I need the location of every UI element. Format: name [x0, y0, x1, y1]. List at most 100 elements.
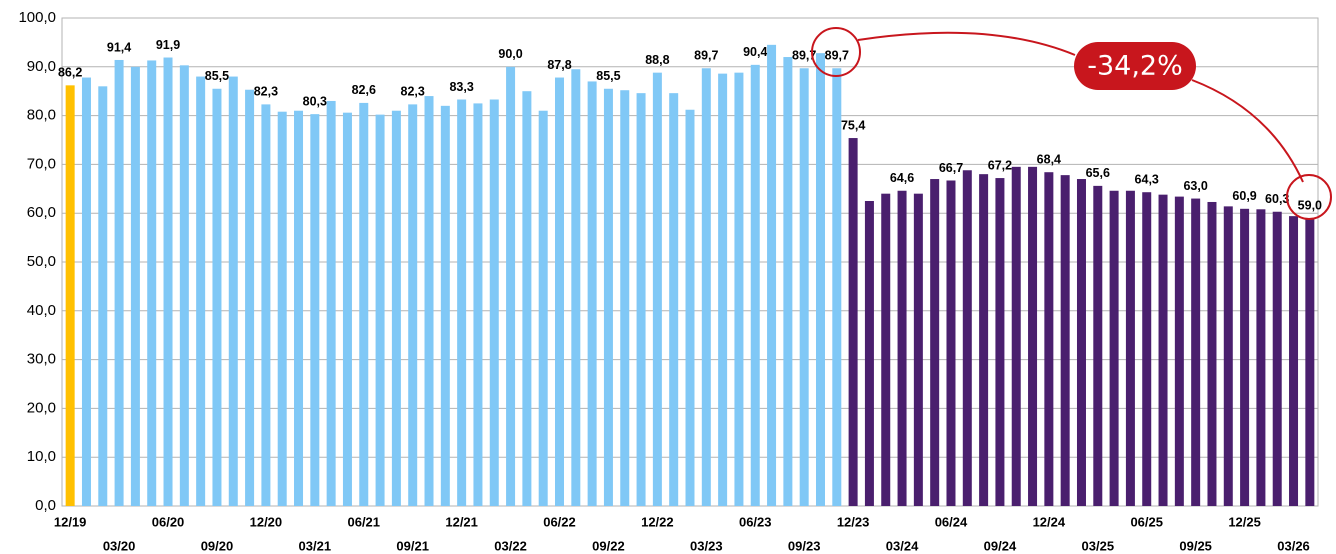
- bar: [261, 104, 271, 506]
- bar: [669, 93, 679, 506]
- data-label: 66,7: [939, 161, 963, 175]
- bar: [799, 68, 809, 506]
- bar: [815, 53, 825, 507]
- x-tick-label: 12/25: [1228, 514, 1261, 529]
- data-label: 60,9: [1232, 189, 1256, 203]
- bar: [1011, 166, 1021, 506]
- data-label: 85,5: [205, 69, 229, 83]
- bar: [538, 110, 548, 506]
- bar: [1272, 211, 1282, 506]
- bar: [359, 102, 369, 507]
- annotation-text: -34,2%: [1087, 51, 1183, 82]
- bar: [979, 174, 989, 506]
- bar: [326, 100, 336, 507]
- x-tick-label: 06/20: [152, 514, 185, 529]
- data-label: 89,7: [694, 49, 718, 63]
- bar: [196, 76, 206, 506]
- bar: [1240, 208, 1250, 507]
- x-tick-label: 03/21: [299, 538, 332, 553]
- bar: [571, 69, 581, 507]
- bar: [995, 178, 1005, 506]
- bar: [652, 72, 662, 506]
- bar: [1093, 185, 1103, 506]
- bar: [81, 77, 91, 506]
- bar: [1044, 172, 1054, 506]
- bar: [506, 66, 516, 507]
- x-tick-label: 12/24: [1033, 514, 1066, 529]
- bar: [848, 138, 858, 506]
- bar: [179, 65, 189, 506]
- bar: [212, 88, 222, 506]
- bar: [555, 77, 565, 506]
- data-label: 85,5: [596, 69, 620, 83]
- data-label: 86,2: [58, 66, 82, 80]
- bar: [457, 99, 467, 506]
- bar: [294, 110, 304, 506]
- bar: [636, 93, 646, 506]
- bar: [65, 85, 75, 507]
- data-label: 59,0: [1298, 198, 1322, 212]
- bar: [391, 110, 401, 506]
- x-tick-label: 09/24: [984, 538, 1017, 553]
- bar: [930, 179, 940, 507]
- x-tick-label: 12/22: [641, 514, 674, 529]
- data-label: 91,4: [107, 40, 131, 54]
- annotation-connector: [857, 31, 1076, 56]
- y-tick-label: 60,0: [27, 204, 56, 221]
- bar: [228, 76, 238, 506]
- data-label: 89,7: [825, 49, 849, 63]
- x-tick-label: 03/24: [886, 538, 919, 553]
- bar: [750, 64, 760, 507]
- data-label: 68,4: [1037, 153, 1061, 167]
- data-label: 87,8: [547, 58, 571, 72]
- bar: [310, 114, 320, 507]
- bar: [1158, 194, 1168, 506]
- y-tick-label: 30,0: [27, 351, 56, 368]
- bar: [1076, 179, 1086, 507]
- x-tick-label: 09/21: [396, 538, 429, 553]
- data-label: 83,3: [449, 80, 473, 94]
- bar: [718, 73, 728, 506]
- x-tick-label: 06/22: [543, 514, 576, 529]
- bar: [1207, 201, 1217, 506]
- x-tick-label: 12/19: [54, 514, 87, 529]
- x-tick-label: 03/23: [690, 538, 723, 553]
- bar: [1256, 209, 1266, 506]
- x-tick-label: 03/22: [494, 538, 527, 553]
- bar: [685, 109, 695, 506]
- bar: [1174, 196, 1184, 506]
- bar: [946, 180, 956, 506]
- bar: [1060, 175, 1070, 507]
- bar: [342, 112, 352, 506]
- x-tick-label: 03/20: [103, 538, 136, 553]
- data-label: 67,2: [988, 158, 1012, 172]
- bar: [913, 193, 923, 506]
- bar: [701, 68, 711, 506]
- annotation-badge: [1074, 42, 1196, 90]
- data-label: 75,4: [841, 118, 865, 132]
- bar: [1142, 192, 1152, 506]
- bar: [1028, 166, 1038, 506]
- bar: [473, 103, 483, 507]
- data-label: 89,7: [792, 49, 816, 63]
- bar: [832, 68, 842, 506]
- x-tick-label: 06/24: [935, 514, 968, 529]
- data-label: 88,8: [645, 53, 669, 67]
- x-tick-label: 12/23: [837, 514, 870, 529]
- y-tick-label: 10,0: [27, 448, 56, 465]
- data-label: 91,9: [156, 38, 180, 52]
- y-tick-label: 70,0: [27, 155, 56, 172]
- bar: [163, 57, 173, 506]
- y-tick-label: 0,0: [35, 497, 56, 514]
- bar: [864, 201, 874, 506]
- bar: [734, 72, 744, 506]
- bar: [522, 91, 532, 506]
- annotation-connector: [1191, 79, 1304, 183]
- x-tick-label: 06/25: [1130, 514, 1163, 529]
- data-label: 82,6: [352, 83, 376, 97]
- bar: [245, 89, 255, 507]
- bar: [620, 90, 630, 506]
- data-label: 82,3: [254, 85, 278, 99]
- data-label: 90,0: [498, 47, 522, 61]
